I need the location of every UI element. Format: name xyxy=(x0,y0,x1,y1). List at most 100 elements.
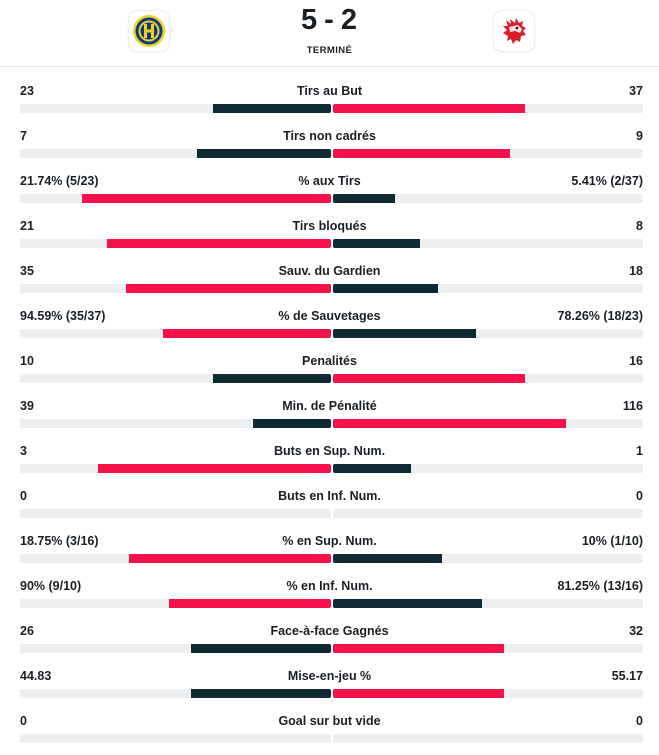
stat-label: Min. de Pénalité xyxy=(282,399,377,413)
home-team-logo[interactable] xyxy=(129,11,169,51)
home-stat-track xyxy=(20,419,331,428)
away-stat-bar xyxy=(333,329,476,338)
home-stat-value: 21.74% (5/23) xyxy=(20,174,99,188)
away-stat-track xyxy=(333,419,643,428)
stat-label: % en Sup. Num. xyxy=(282,534,377,548)
away-stat-track xyxy=(333,104,643,113)
away-stat-track xyxy=(333,689,643,698)
home-stat-value: 10 xyxy=(20,354,34,368)
stat-label: Face-à-face Gagnés xyxy=(270,624,389,638)
home-stat-track xyxy=(20,239,331,248)
score-separator: - xyxy=(324,4,335,36)
home-stat-value: 90% (9/10) xyxy=(20,579,82,593)
lion-head-crest-icon xyxy=(503,18,526,44)
away-stat-value: 78.26% (18/23) xyxy=(557,309,643,323)
home-stat-value: 3 xyxy=(20,444,27,458)
home-stat-bar xyxy=(163,329,331,338)
stat-row: 35 Sauv. du Gardien 18 xyxy=(0,247,659,293)
away-stat-track xyxy=(333,374,643,383)
away-stat-track xyxy=(333,599,643,608)
stat-row: 3 Buts en Sup. Num. 1 xyxy=(0,427,659,473)
away-stat-value: 55.17 xyxy=(611,669,643,683)
home-stat-value: 0 xyxy=(20,489,27,503)
home-score: 5 xyxy=(301,4,319,36)
away-stat-value: 10% (1/10) xyxy=(581,534,643,548)
away-stat-track xyxy=(333,734,643,743)
home-stat-track xyxy=(20,689,331,698)
stat-row: 39 Min. de Pénalité 116 xyxy=(0,382,659,428)
home-stat-bar xyxy=(213,104,331,113)
stat-row: 0 Goal sur but vide 0 xyxy=(0,697,659,743)
home-stat-track xyxy=(20,284,331,293)
away-stat-bar xyxy=(333,284,438,293)
home-stat-value: 94.59% (35/37) xyxy=(20,309,106,323)
away-stat-value: 0 xyxy=(636,714,643,728)
stat-label: Tirs au But xyxy=(296,84,363,98)
stat-label: Buts en Inf. Num. xyxy=(278,489,381,503)
away-stat-bar xyxy=(333,374,525,383)
home-stat-track xyxy=(20,104,331,113)
home-stat-bar xyxy=(191,689,331,698)
home-stat-value: 7 xyxy=(20,129,27,143)
away-stat-track xyxy=(333,509,643,518)
away-stat-track xyxy=(333,284,643,293)
home-stat-track xyxy=(20,734,331,743)
home-stat-track xyxy=(20,329,331,338)
away-score: 2 xyxy=(340,4,358,36)
match-status: TERMINÉ xyxy=(306,45,353,56)
away-stat-bar xyxy=(333,644,504,653)
home-stat-bar xyxy=(107,239,331,248)
home-stat-bar xyxy=(129,554,331,563)
stat-row: 94.59% (35/37) % de Sauvetages 78.26% (18/… xyxy=(0,292,659,338)
stat-label: % aux Tirs xyxy=(298,174,361,188)
away-stat-track xyxy=(333,329,643,338)
away-stat-bar xyxy=(333,554,442,563)
away-stat-bar xyxy=(333,599,482,608)
home-stat-track xyxy=(20,374,331,383)
away-stat-value: 18 xyxy=(629,264,643,278)
stat-label: % de Sauvetages xyxy=(278,309,381,323)
stat-row: 44.83 Mise-en-jeu % 55.17 xyxy=(0,652,659,698)
away-stat-value: 16 xyxy=(629,354,643,368)
away-stat-value: 81.25% (13/16) xyxy=(557,579,643,593)
home-stat-bar xyxy=(98,464,331,473)
away-stat-track xyxy=(333,464,643,473)
away-stat-bar xyxy=(333,149,510,158)
home-stat-value: 23 xyxy=(20,84,34,98)
away-stat-track xyxy=(333,239,643,248)
home-stat-track xyxy=(20,194,331,203)
away-stat-value: 5.41% (2/37) xyxy=(571,174,643,188)
home-stat-bar xyxy=(213,374,331,383)
away-stat-value: 116 xyxy=(622,399,643,413)
away-stat-bar xyxy=(333,689,504,698)
final-score: 5-2 xyxy=(0,4,659,37)
away-stat-track xyxy=(333,554,643,563)
home-stat-bar xyxy=(126,284,331,293)
stat-row: 0 Buts en Inf. Num. 0 xyxy=(0,472,659,518)
home-stat-value: 39 xyxy=(20,399,34,413)
away-stat-bar xyxy=(333,419,566,428)
stat-row: 90% (9/10) % en Inf. Num. 81.25% (13/16) xyxy=(0,562,659,608)
home-stat-bar xyxy=(197,149,331,158)
home-stat-track xyxy=(20,464,331,473)
stat-label: Penalités xyxy=(302,354,357,368)
hc-davos-crest-icon xyxy=(133,15,165,47)
home-stat-track xyxy=(20,149,331,158)
stat-row: 10 Penalités 16 xyxy=(0,337,659,383)
away-stat-value: 1 xyxy=(636,444,643,458)
home-stat-bar xyxy=(169,599,331,608)
home-stat-value: 35 xyxy=(20,264,34,278)
away-team-logo[interactable] xyxy=(494,11,534,51)
home-stat-track xyxy=(20,599,331,608)
stat-row: 18.75% (3/16) % en Sup. Num. 10% (1/10) xyxy=(0,517,659,563)
home-stat-track xyxy=(20,644,331,653)
home-stat-value: 21 xyxy=(20,219,34,233)
home-stat-bar xyxy=(191,644,331,653)
stat-label: Mise-en-jeu % xyxy=(287,669,372,683)
away-stat-bar xyxy=(333,104,525,113)
away-stat-value: 9 xyxy=(636,129,643,143)
match-statistics: 23 Tirs au But 3 7 7 Tirs non cadrés 9 21.74% (… xyxy=(0,67,659,743)
home-stat-value: 26 xyxy=(20,624,34,638)
away-stat-value: 8 xyxy=(636,219,643,233)
stat-row: 7 Tirs non cadrés 9 xyxy=(0,112,659,158)
